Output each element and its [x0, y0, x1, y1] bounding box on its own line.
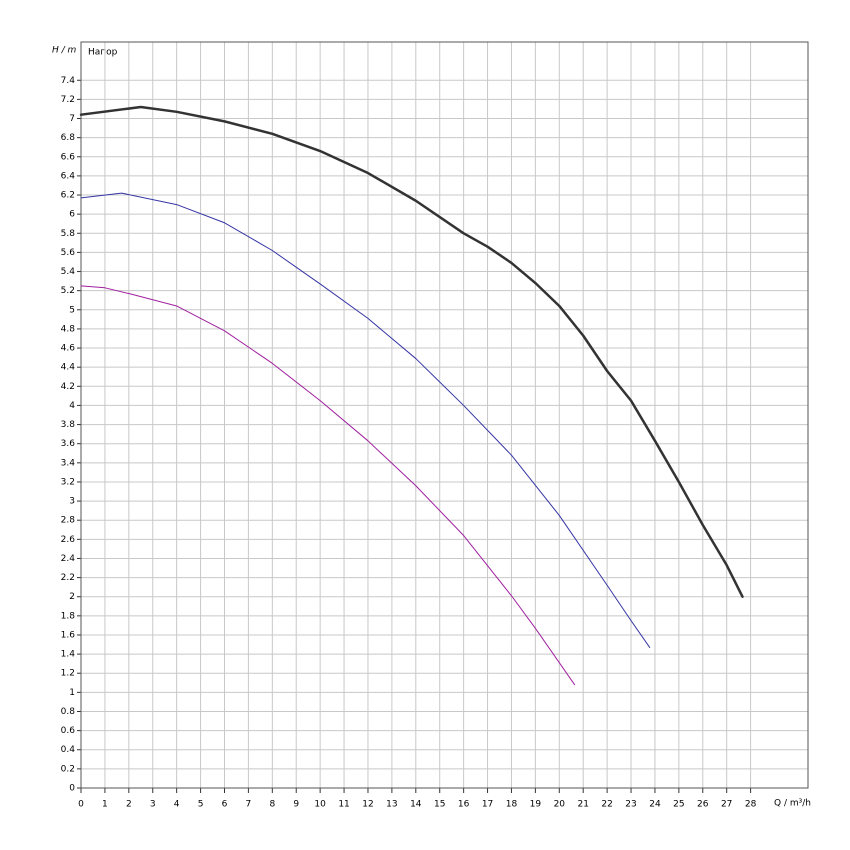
x-tick-label: 26: [697, 800, 709, 810]
y-axis-label: H / m: [52, 46, 77, 56]
y-tick-label: 3.8: [61, 420, 76, 430]
y-tick-label: 4.8: [61, 324, 76, 334]
y-tick-label: 0: [69, 784, 75, 794]
x-tick-label: 24: [649, 800, 661, 810]
y-tick-label: 6.8: [61, 133, 76, 143]
y-tick-label: 0.2: [61, 764, 75, 774]
y-tick-label: 4: [69, 401, 75, 411]
x-tick-label: 23: [625, 800, 636, 810]
x-tick-label: 7: [246, 800, 252, 810]
y-tick-label: 2.2: [61, 573, 75, 583]
x-tick-label: 15: [434, 800, 445, 810]
x-axis-label: Q / m³/h: [774, 799, 811, 809]
curve: [79, 105, 744, 598]
x-tick-label: 17: [482, 800, 493, 810]
x-tick-label: 20: [554, 800, 566, 810]
y-tick-label: 3.4: [61, 458, 76, 468]
y-tick-label: 6: [69, 210, 75, 220]
y-tick-label: 1.2: [61, 669, 75, 679]
x-tick-label: 16: [458, 800, 470, 810]
x-tick-label: 4: [174, 800, 180, 810]
y-tick-label: 1.4: [61, 650, 76, 660]
y-tick-label: 5.8: [61, 229, 76, 239]
plot-frame: [80, 41, 809, 789]
y-tick-label: 1.6: [61, 630, 76, 640]
y-tick-label: 6.6: [61, 152, 76, 162]
y-tick-label: 4.6: [61, 344, 76, 354]
y-tick-label: 3: [69, 497, 75, 507]
x-tick-label: 8: [269, 800, 275, 810]
y-tick-label: 5.4: [61, 267, 76, 277]
chart-title: Напор: [88, 48, 118, 58]
y-tick-label: 0.6: [61, 726, 76, 736]
x-tick-label: 14: [410, 800, 422, 810]
y-tick-label: 2.4: [61, 554, 76, 564]
x-tick-label: 28: [745, 800, 757, 810]
y-tick-label: 0.4: [61, 745, 76, 755]
y-tick-label: 5.6: [61, 248, 76, 258]
y-tick-label: 1: [69, 688, 75, 698]
y-tick-label: 1.8: [61, 611, 76, 621]
grid: [80, 42, 808, 789]
y-tick-label: 5.2: [61, 286, 75, 296]
x-tick-label: 18: [506, 800, 518, 810]
y-tick-label: 2.6: [61, 535, 76, 545]
curve: [80, 285, 576, 686]
y-tick-label: 0.8: [61, 707, 76, 717]
y-tick-label: 2: [69, 592, 75, 602]
y-tick-label: 4.2: [61, 382, 75, 392]
y-tick-label: 6.2: [61, 191, 75, 201]
y-tick-label: 3.6: [61, 439, 76, 449]
x-tick-label: 19: [530, 800, 542, 810]
x-tick-label: 5: [198, 800, 204, 810]
curve: [80, 192, 651, 648]
x-tick-label: 10: [314, 800, 326, 810]
x-tick-label: 9: [293, 800, 299, 810]
y-tick-label: 3.2: [61, 477, 75, 487]
y-tick-label: 5: [69, 305, 75, 315]
x-tick-label: 1: [102, 800, 108, 810]
y-tick-label: 7.4: [61, 76, 76, 86]
y-tick-label: 6.4: [61, 171, 76, 181]
x-tick-label: 22: [601, 800, 612, 810]
x-tick-label: 13: [386, 800, 397, 810]
y-tick-label: 2.8: [61, 516, 76, 526]
x-tick-label: 12: [362, 800, 373, 810]
x-tick-label: 6: [222, 800, 228, 810]
x-tick-label: 3: [150, 800, 156, 810]
y-tick-label: 7.2: [61, 95, 75, 105]
x-tick-label: 25: [673, 800, 684, 810]
y-tick-label: 7: [69, 114, 75, 124]
x-tick-label: 0: [78, 800, 84, 810]
x-tick-label: 21: [577, 800, 588, 810]
x-tick-label: 27: [721, 800, 732, 810]
y-tick-label: 4.4: [61, 363, 76, 373]
x-tick-label: 11: [338, 800, 349, 810]
x-tick-label: 2: [126, 800, 132, 810]
